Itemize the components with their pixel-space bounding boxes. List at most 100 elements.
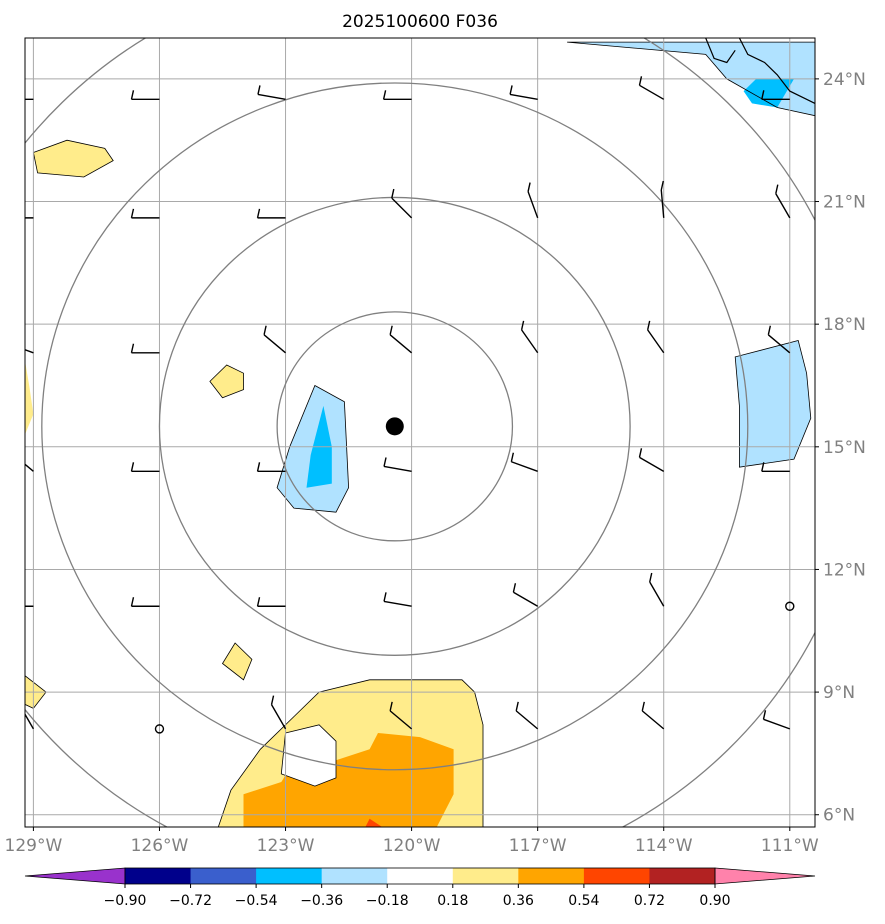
shaded-region-13 <box>281 724 336 787</box>
coastline-inlet <box>705 38 736 64</box>
colorbar-bin-0 <box>125 868 192 884</box>
wind-barb-22 <box>130 462 160 473</box>
coastline-layer <box>705 38 815 104</box>
range-ring-1 <box>158 196 631 656</box>
wind-barb-20 <box>767 325 791 354</box>
colorbar-bin-1 <box>190 868 257 884</box>
wind-barb-35 <box>25 712 35 730</box>
wind-barbs <box>25 76 795 734</box>
contour-line-13 <box>280 724 337 787</box>
y-tick-label-2: 18°N <box>823 315 866 335</box>
wind-barb-17 <box>389 325 413 354</box>
shaded-region-11 <box>243 733 454 827</box>
wind-barb-10 <box>391 188 413 219</box>
wind-barb-25 <box>510 452 538 472</box>
wind-barb-15 <box>130 343 160 354</box>
colorbar-label-2: −0.54 <box>235 893 278 909</box>
y-tick-label-6: 6°N <box>823 806 855 826</box>
colorbar: −0.90 −0.72 −0.54 −0.36 −0.18 0.18 0.36 0.54 0.7… <box>24 867 816 909</box>
colorbar-label-9: 0.90 <box>699 893 730 909</box>
wind-barb-3 <box>382 90 412 101</box>
wind-barb-37 <box>270 695 287 730</box>
y-tick-label-1: 21°N <box>823 193 866 213</box>
colorbar-bin-3 <box>321 868 388 884</box>
x-tick-label-4: 117°W <box>509 836 567 856</box>
x-tick-label-3: 120°W <box>383 836 441 856</box>
x-tick-label-5: 114°W <box>635 836 693 856</box>
wind-barb-32 <box>512 583 539 607</box>
wind-barb-26 <box>638 448 665 472</box>
contour-line-3 <box>209 364 244 399</box>
x-axis-ticks: 129°W 126°W 123°W 120°W 117°W 114°W 111°W <box>5 827 819 856</box>
shaded-region-12 <box>365 818 383 827</box>
wind-barb-19 <box>646 320 665 354</box>
wind-barb-1 <box>130 90 160 101</box>
y-tick-label-4: 12°N <box>823 560 866 580</box>
wind-barb-16 <box>263 325 286 354</box>
map-frame <box>24 37 816 828</box>
wind-barb-13 <box>775 184 791 219</box>
wind-barb-34 <box>785 601 795 611</box>
colorbar-label-6: 0.36 <box>503 893 534 909</box>
x-tick-label-0: 129°W <box>5 836 63 856</box>
wind-barb-11 <box>527 182 539 219</box>
wind-barb-21 <box>25 463 34 472</box>
colorbar-bin-6 <box>518 868 585 884</box>
shading-layer <box>25 42 815 827</box>
wind-barb-27 <box>761 462 790 473</box>
x-tick-label-1: 126°W <box>131 836 189 856</box>
wind-barb-12 <box>660 180 665 218</box>
wind-barb-39 <box>515 701 539 730</box>
colorbar-bin-8 <box>649 868 716 884</box>
wind-barb-6 <box>761 90 790 101</box>
wind-barb-18 <box>520 320 539 354</box>
wind-barb-0 <box>25 98 34 101</box>
colorbar-label-1: −0.72 <box>169 893 212 909</box>
shaded-region-1 <box>743 78 794 108</box>
wind-barb-7 <box>25 217 34 219</box>
wind-barb-29 <box>130 597 160 607</box>
gridlines <box>25 38 815 827</box>
contour-line-8 <box>221 642 253 681</box>
range-ring-2 <box>41 82 749 771</box>
colorbar-label-7: 0.54 <box>568 893 599 909</box>
colorbar-bin-5 <box>452 868 519 884</box>
contour-line-10 <box>217 679 484 827</box>
contour-line-0 <box>567 41 815 117</box>
colorbar-label-8: 0.72 <box>634 893 665 909</box>
y-tick-label-5: 9°N <box>823 683 855 703</box>
chart-title: 2025100600 F036 <box>342 12 498 32</box>
colorbar-label-0: −0.90 <box>104 893 147 909</box>
range-rings <box>25 38 815 827</box>
storm-center-marker <box>385 417 404 436</box>
coastline <box>738 38 815 104</box>
colorbar-extend-low <box>24 867 126 885</box>
wind-barb-30 <box>256 597 286 607</box>
wind-barb-36 <box>154 724 165 734</box>
wind-barb-41 <box>762 710 791 730</box>
wind-barb-24 <box>383 457 412 473</box>
range-ring-0 <box>276 311 514 542</box>
colorbar-frame <box>124 867 716 885</box>
x-tick-label-6: 111°W <box>761 836 819 856</box>
x-tick-label-2: 123°W <box>257 836 315 856</box>
colorbar-extend-high <box>714 867 816 885</box>
wind-barb-5 <box>638 76 665 100</box>
wind-barb-8 <box>130 208 160 219</box>
shaded-region-7 <box>735 340 811 468</box>
y-tick-label-0: 24°N <box>823 70 866 90</box>
shaded-region-2 <box>33 140 114 177</box>
wind-barb-23 <box>256 462 286 473</box>
shaded-region-0 <box>567 42 815 116</box>
wind-barb-31 <box>383 592 412 607</box>
wind-barb-38 <box>389 701 413 730</box>
wind-barb-40 <box>641 701 665 730</box>
shaded-region-4 <box>25 361 34 435</box>
colorbar-label-4: −0.18 <box>366 893 409 909</box>
colorbar-bin-4 <box>387 868 454 884</box>
contour-line-2 <box>32 139 114 178</box>
wind-barb-14 <box>25 348 34 354</box>
wind-barb-33 <box>649 572 665 607</box>
y-axis-ticks: 24°N 21°N 18°N 15°N 12°N 9°N 6°N <box>815 70 866 826</box>
